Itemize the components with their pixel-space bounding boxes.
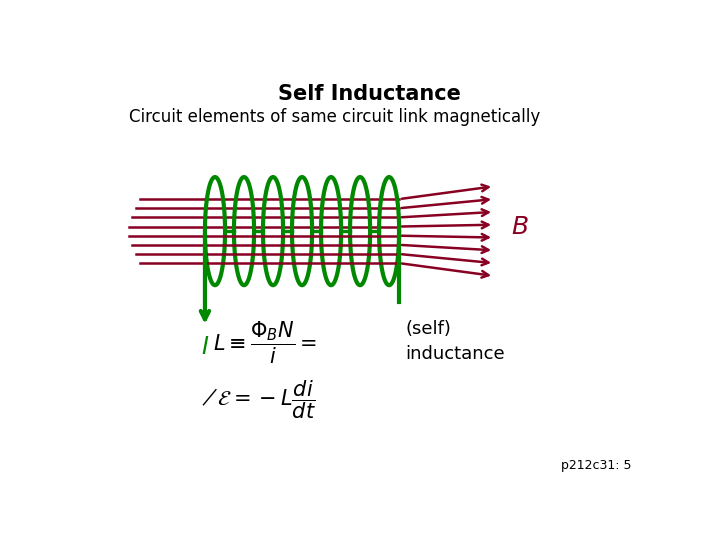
Text: $I$: $I$	[201, 335, 209, 359]
Text: Circuit elements of same circuit link magnetically: Circuit elements of same circuit link ma…	[129, 109, 540, 126]
Text: inductance: inductance	[405, 345, 505, 363]
Text: $\not\mathcal{E} = -L\dfrac{di}{dt}$: $\not\mathcal{E} = -L\dfrac{di}{dt}$	[202, 378, 315, 421]
Text: p212c31: 5: p212c31: 5	[561, 460, 631, 472]
Text: $B$: $B$	[510, 214, 528, 239]
Text: (self): (self)	[405, 320, 451, 338]
Text: $L \equiv \dfrac{\Phi_B N}{i} =$: $L \equiv \dfrac{\Phi_B N}{i} =$	[213, 320, 317, 367]
Text: Self Inductance: Self Inductance	[278, 84, 460, 104]
